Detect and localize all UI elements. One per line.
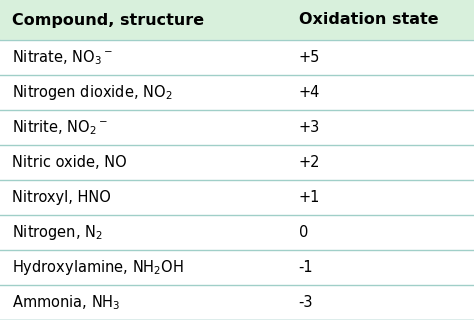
- Bar: [0, 40, 474, 75]
- Bar: [0, 180, 474, 215]
- Bar: [0, 145, 474, 180]
- Text: -1: -1: [299, 260, 313, 275]
- Bar: [0, 0, 474, 40]
- Text: Nitrate, NO$_3$$^-$: Nitrate, NO$_3$$^-$: [12, 48, 113, 67]
- Bar: [0, 285, 474, 320]
- Text: Compound, structure: Compound, structure: [12, 12, 204, 28]
- Text: +4: +4: [299, 85, 320, 100]
- Text: Nitrite, NO$_2$$^-$: Nitrite, NO$_2$$^-$: [12, 118, 108, 137]
- Text: +2: +2: [299, 155, 320, 170]
- Text: Oxidation state: Oxidation state: [299, 12, 438, 28]
- Text: Hydroxylamine, NH$_2$OH: Hydroxylamine, NH$_2$OH: [12, 258, 183, 277]
- Bar: [0, 250, 474, 285]
- Text: Ammonia, NH$_3$: Ammonia, NH$_3$: [12, 293, 120, 312]
- Text: +1: +1: [299, 190, 320, 205]
- Text: Nitrogen, N$_2$: Nitrogen, N$_2$: [12, 223, 103, 242]
- Text: +5: +5: [299, 50, 320, 65]
- Bar: [0, 110, 474, 145]
- Text: Nitric oxide, NO: Nitric oxide, NO: [12, 155, 127, 170]
- Text: 0: 0: [299, 225, 308, 240]
- Bar: [0, 215, 474, 250]
- Text: Nitrogen dioxide, NO$_2$: Nitrogen dioxide, NO$_2$: [12, 83, 173, 102]
- Text: +3: +3: [299, 120, 320, 135]
- Text: Nitroxyl, HNO: Nitroxyl, HNO: [12, 190, 111, 205]
- Bar: [0, 75, 474, 110]
- Text: -3: -3: [299, 295, 313, 310]
